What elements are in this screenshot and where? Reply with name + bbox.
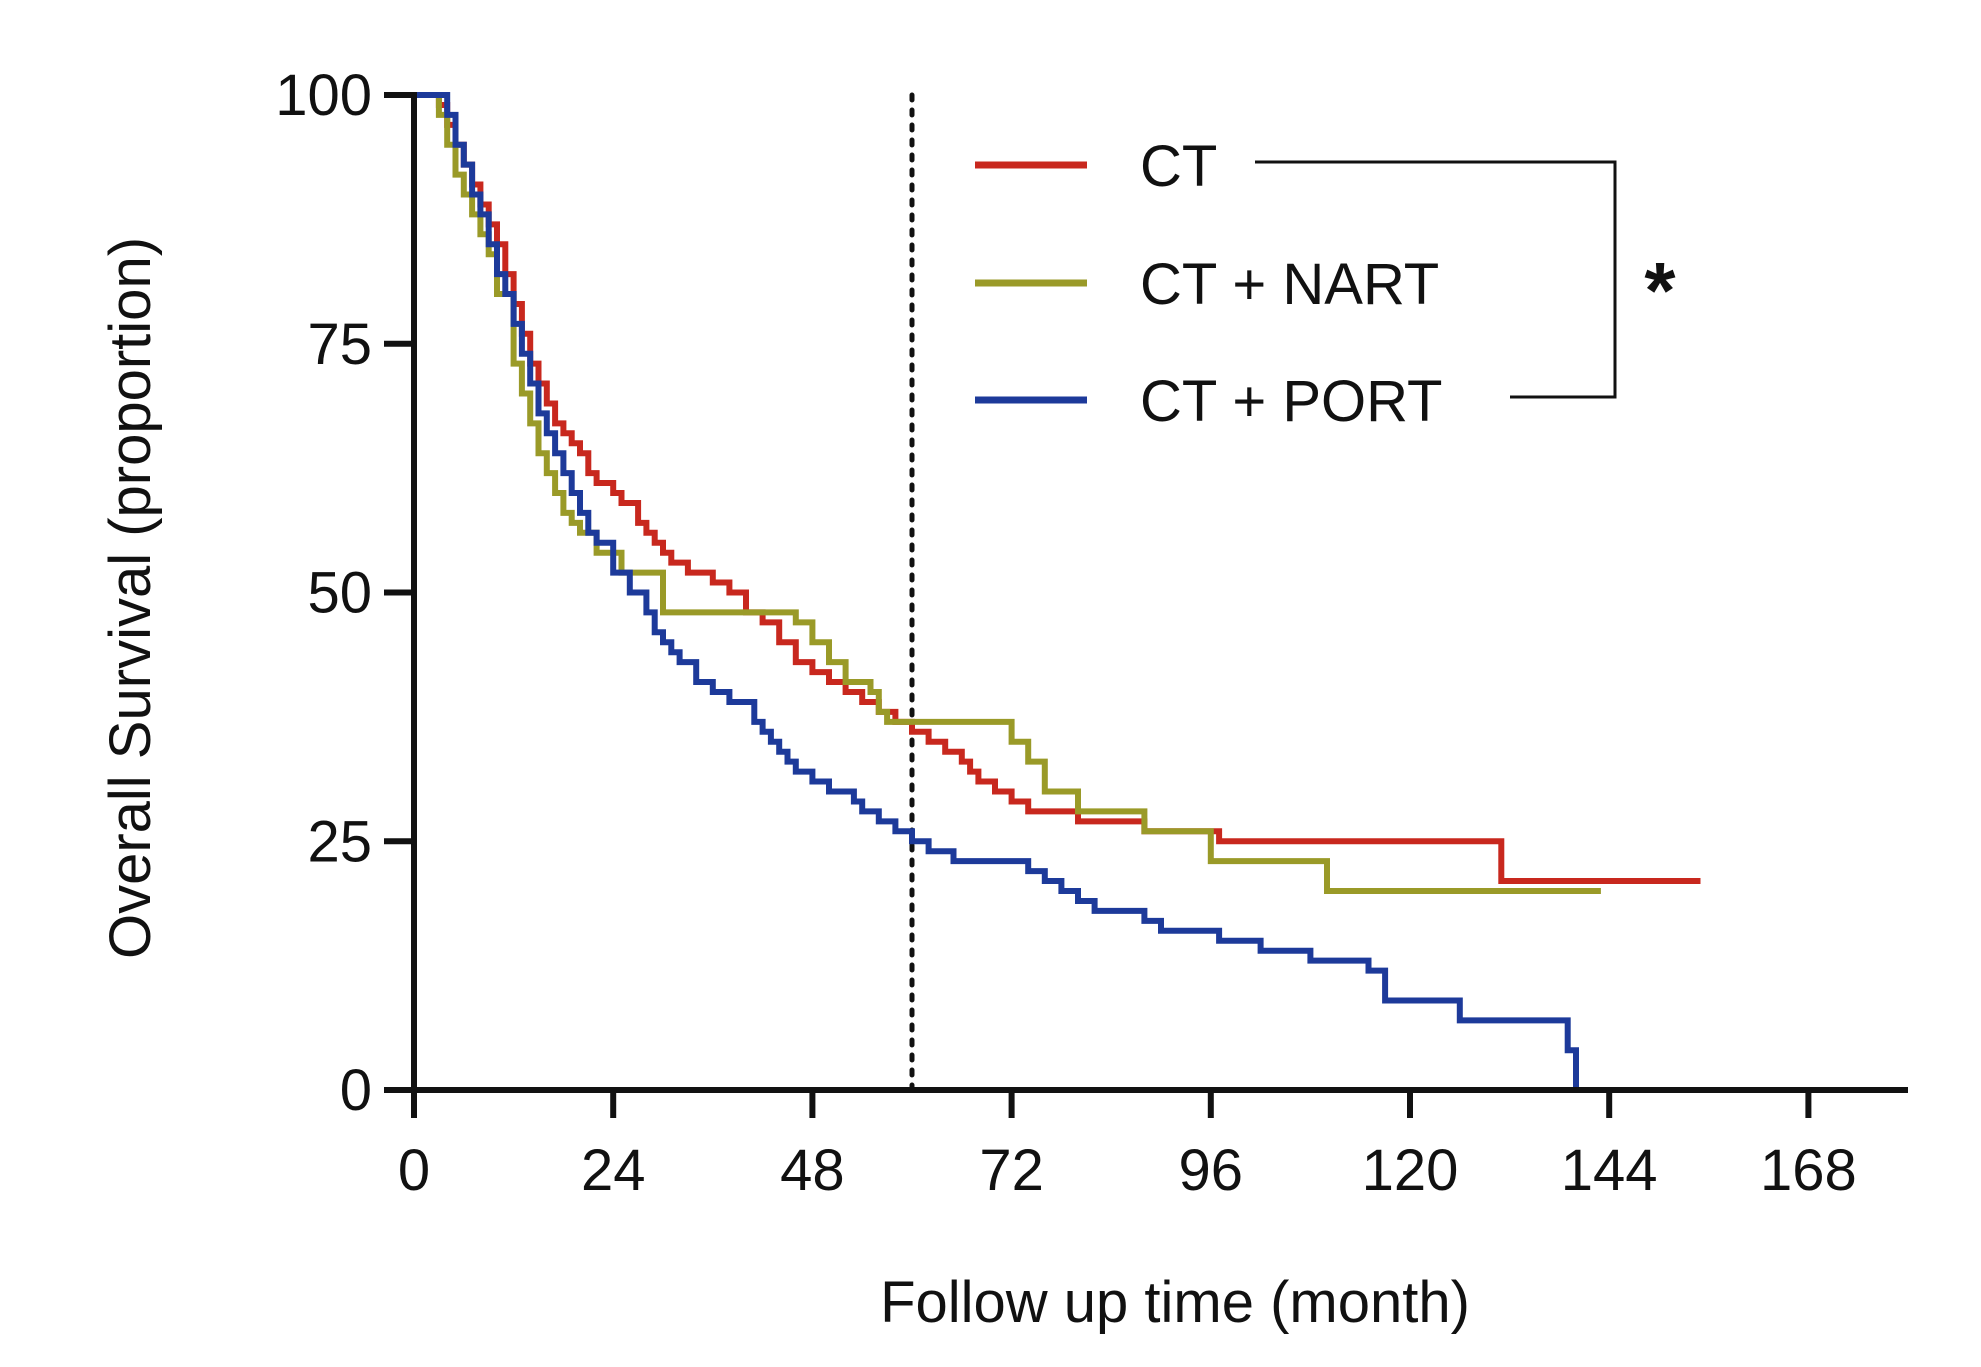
x-tick-label: 72 (979, 1138, 1044, 1203)
legend-label-ct-port: CT + PORT (1140, 369, 1442, 434)
legend-label-ct: CT (1140, 134, 1217, 199)
y-tick-label: 25 (307, 809, 372, 874)
series-line-ct-port (414, 92, 1579, 1090)
y-tick-label: 75 (307, 312, 372, 377)
series-line-ct (414, 92, 1701, 885)
x-tick-label: 48 (780, 1138, 845, 1203)
y-axis-title: Overall Survival (proportion) (98, 237, 163, 959)
x-tick-label: 96 (1179, 1138, 1244, 1203)
series-line-ct-nart (414, 92, 1601, 894)
y-tick-label: 50 (307, 561, 372, 626)
legend-label-ct-nart: CT + NART (1140, 252, 1439, 317)
x-axis-title: Follow up time (month) (880, 1270, 1470, 1335)
legend: CT CT + NART CT + PORT * (975, 134, 1676, 434)
y-tick-label: 100 (275, 63, 372, 128)
significance-bracket (1255, 160, 1617, 399)
x-tick-label: 168 (1760, 1138, 1857, 1203)
significance-marker: * (1644, 246, 1676, 335)
x-tick-label: 0 (398, 1138, 430, 1203)
y-tick-label: 0 (340, 1058, 372, 1123)
x-tick-label: 120 (1362, 1138, 1459, 1203)
x-tick-label: 144 (1561, 1138, 1658, 1203)
x-tick-label: 24 (581, 1138, 646, 1203)
